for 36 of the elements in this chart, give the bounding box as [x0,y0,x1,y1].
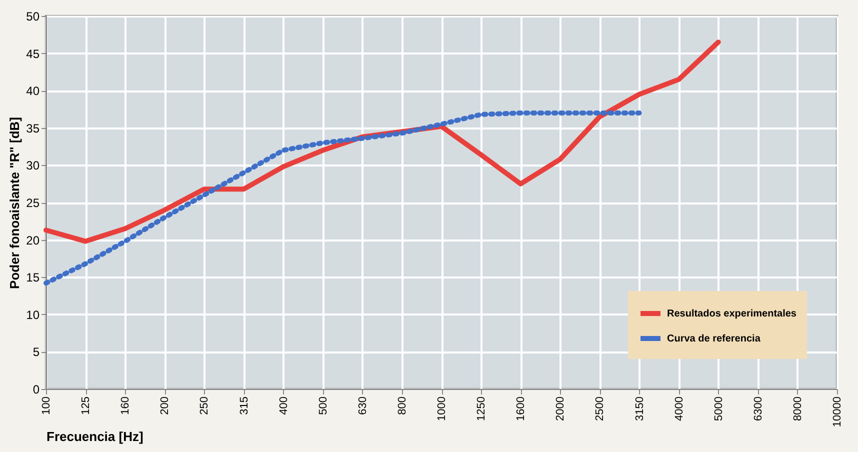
x-tick-label: 200 [159,396,172,415]
x-tick-label: 8000 [792,396,804,421]
x-tick-label: 6300 [752,396,764,421]
x-tick-label: 125 [80,396,92,415]
x-tick-label: 500 [317,396,330,415]
y-tick-label: 5 [32,345,40,360]
x-tick-label: 2000 [554,396,567,421]
x-tick-label: 1250 [476,396,488,421]
x-tick-label: 315 [238,396,250,415]
y-tick-label: 15 [26,270,40,285]
x-tick-label: 250 [198,396,211,415]
legend-label: Curva de referencia [667,334,761,344]
x-tick-label: 10000 [832,396,844,428]
x-tick-label: 1000 [436,396,448,421]
x-tick-label: 1600 [515,396,528,421]
legend-label: Resultados experimentales [667,308,797,320]
x-axis-title: Frecuencia [Hz] [46,429,144,444]
y-tick-label: 30 [26,158,40,173]
x-tick-label: 800 [396,396,408,415]
x-tick-label: 630 [356,396,369,415]
x-tick-label: 160 [120,396,132,415]
x-tick-label: 2500 [594,396,606,421]
y-tick-label: 10 [26,308,40,322]
y-tick-label: 35 [26,121,40,136]
x-tick-label: 100 [40,396,52,415]
y-tick-label: 25 [26,196,40,210]
x-tick-label: 4000 [673,396,686,421]
y-axis-title: Poder fonoaislante "R" [dB] [7,117,22,289]
y-tick-label: 50 [26,10,40,24]
y-tick-label: 0 [32,382,40,396]
x-tick-label: 400 [278,396,290,415]
y-tick-label: 20 [26,233,40,248]
y-tick-label: 45 [26,46,40,61]
y-tick-label: 40 [26,84,40,98]
x-tick-label: 3150 [634,396,646,421]
x-tick-label: 5000 [712,396,725,421]
